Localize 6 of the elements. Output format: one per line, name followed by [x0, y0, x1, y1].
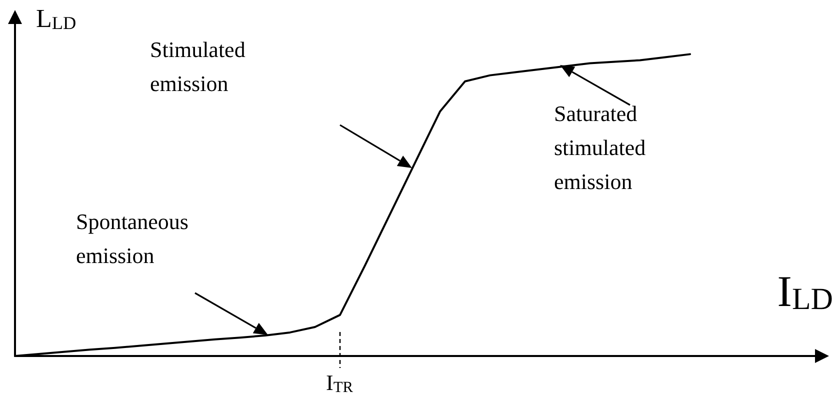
text: I$_{TR}$ [326, 369, 353, 398]
annotation: Stimulated emission [150, 36, 246, 98]
y-axis-title: L$_{LD}$ [36, 3, 76, 35]
annotation: Spontaneous emission [76, 208, 188, 270]
x-axis-title: I$_{LD}$ [777, 266, 833, 318]
annotation: Saturated stimulated emission [554, 100, 646, 196]
